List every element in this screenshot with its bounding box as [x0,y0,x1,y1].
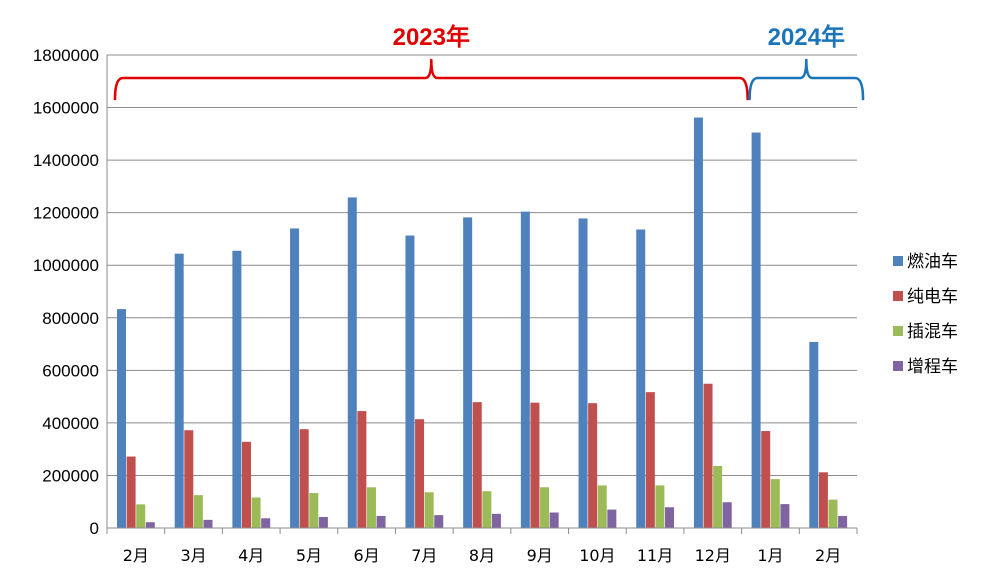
bar-4-10 [665,507,675,528]
bar-1-2 [174,253,184,528]
bar-4-4 [318,516,328,528]
bar-2-6 [415,419,425,528]
bar-3-13 [828,499,838,528]
y-tick-label: 1000000 [33,256,99,275]
legend-swatch [893,256,903,266]
bar-2-3 [241,441,251,528]
x-tick-label: 3月 [180,546,206,565]
bar-3-11 [713,465,723,528]
bar-4-8 [549,512,559,528]
bar-4-5 [376,515,386,528]
legend-label: 增程车 [907,357,958,377]
bar-2-11 [703,383,713,528]
bar-1-1 [117,309,126,528]
bar-4-2 [203,519,213,528]
bar-4-12 [780,504,790,528]
y-tick-label: 600000 [42,361,99,380]
bar-2-1 [126,456,136,528]
bar-2-13 [818,472,828,528]
bar-2-9 [588,403,598,528]
bar-3-8 [540,487,550,528]
x-tick-label: 10月 [579,546,615,565]
legend-swatch [893,361,903,371]
bar-4-1 [145,522,155,528]
x-tick-label: 7月 [411,546,437,565]
y-tick-label: 200000 [42,466,99,485]
x-tick-label: 8月 [469,546,495,565]
bar-4-6 [434,515,444,528]
bar-3-10 [655,485,665,528]
x-tick-label: 12月 [695,546,731,565]
legend-label: 燃油车 [907,252,958,272]
bar-2-10 [645,392,655,528]
legend-swatch [893,291,903,301]
year-annotation-label: 2024年 [768,23,845,51]
y-tick-label: 400000 [42,414,99,433]
x-tick-label: 11月 [637,546,673,565]
bar-3-3 [251,497,261,528]
bar-1-3 [232,250,242,528]
y-tick-label: 1200000 [33,204,99,223]
y-tick-label: 800000 [42,309,99,328]
legend-label: 纯电车 [907,287,958,307]
bar-1-10 [636,229,646,529]
bar-2-7 [472,402,482,528]
x-tick-label: 2月 [815,546,841,565]
bar-1-7 [463,217,473,528]
annotation-layer: 2023年 2024年 [113,23,865,101]
bar-4-3 [261,518,271,528]
bar-4-11 [722,502,732,528]
bar-2-8 [530,402,540,528]
axis-layer: 0 200000 400000 600000 800000 1000000 1200000 1… [33,46,858,565]
y-tick-label: 1600000 [33,99,99,118]
bar-3-6 [424,492,434,528]
bar-3-9 [597,485,607,528]
year-bracket [113,58,749,101]
bar-1-13 [809,341,819,528]
x-tick-label: 6月 [354,546,380,565]
bar-2-12 [761,431,771,528]
x-tick-label: 2月 [123,546,149,565]
bar-1-12 [751,132,761,528]
bar-3-2 [193,495,203,528]
x-tick-label: 4月 [238,546,264,565]
y-tick-label: 1800000 [33,46,99,65]
year-bracket [748,58,865,101]
bar-3-1 [136,504,146,528]
bar-4-7 [491,513,501,528]
bars-layer [117,117,848,529]
bar-4-13 [838,515,848,528]
bar-2-4 [299,429,309,528]
bar-1-8 [520,211,530,529]
x-tick-label: 5月 [296,546,322,565]
legend-label: 插混车 [907,322,958,342]
bar-1-4 [290,228,300,528]
bar-3-12 [770,479,780,528]
y-tick-label: 0 [90,519,99,538]
x-tick-label: 1月 [757,546,783,565]
bar-2-5 [357,411,367,528]
x-tick-label: 9月 [527,546,553,565]
bar-3-5 [366,487,376,528]
bar-1-6 [405,235,415,529]
bar-1-9 [578,218,588,528]
bar-2-2 [184,430,194,528]
bar-1-5 [347,197,357,529]
year-annotation-label: 2023年 [393,23,470,51]
bar-3-7 [482,491,492,528]
bar-3-4 [309,493,319,528]
bar-1-11 [693,117,703,529]
grid-layer [107,54,857,476]
legend-swatch [893,326,903,336]
bar-4-9 [607,509,617,528]
y-tick-label: 1400000 [33,151,99,170]
